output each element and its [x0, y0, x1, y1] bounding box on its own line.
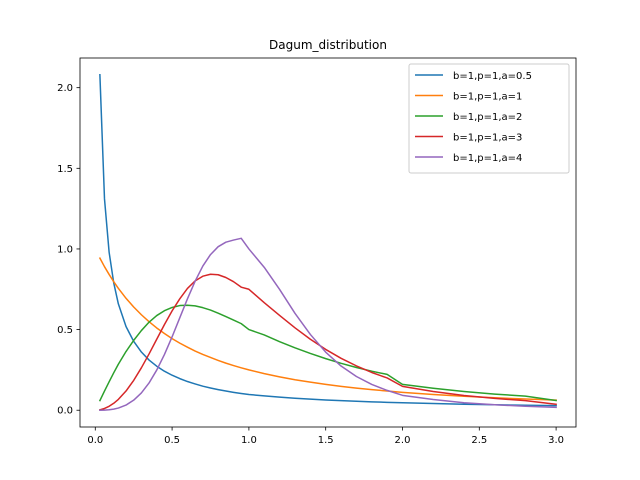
- x-tick-label: 1.5: [318, 435, 334, 446]
- x-tick-label: 2.0: [395, 435, 411, 446]
- chart-title: Dagum_distribution: [269, 38, 387, 52]
- x-tick-label: 2.5: [471, 435, 487, 446]
- y-tick-label: 1.0: [57, 244, 73, 255]
- legend: b=1,p=1,a=0.5 b=1,p=1,a=1 b=1,p=1,a=2 b=1,p…: [408, 63, 570, 174]
- x-tick-label: 1.0: [241, 435, 257, 446]
- legend-label-2: b=1,p=1,a=1: [453, 92, 522, 103]
- x-tick-label: 0.0: [87, 435, 103, 446]
- legend-label-1: b=1,p=1,a=0.5: [453, 71, 532, 82]
- series-line-4: [98, 273, 557, 411]
- series-layer: [98, 73, 557, 411]
- y-tick-label: 2.0: [57, 83, 73, 94]
- series-line-3: [98, 304, 557, 402]
- series-line-5: [99, 237, 557, 411]
- legend-label-5: b=1,p=1,a=4: [453, 153, 522, 164]
- x-axis: 0.0 0.5 1.0 1.5 2.0 2.5 3.0: [87, 427, 564, 446]
- y-axis: 0.0 0.5 1.0 1.5 2.0: [57, 83, 80, 417]
- plot-frame: [79, 57, 577, 428]
- x-tick-label: 3.0: [548, 435, 564, 446]
- legend-label-3: b=1,p=1,a=2: [453, 112, 522, 123]
- legend-box: [408, 63, 570, 174]
- y-tick-label: 0.5: [57, 325, 73, 336]
- legend-label-4: b=1,p=1,a=3: [453, 133, 522, 144]
- y-tick-label: 0.0: [57, 406, 73, 417]
- x-tick-label: 0.5: [164, 435, 180, 446]
- y-tick-label: 1.5: [57, 164, 73, 175]
